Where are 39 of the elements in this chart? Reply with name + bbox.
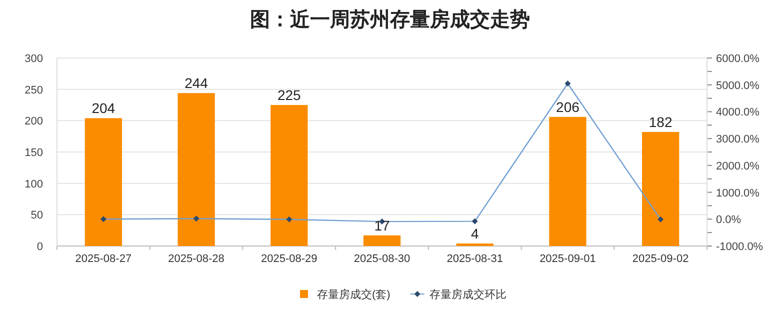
data-label: 204 — [92, 100, 116, 116]
bar — [270, 105, 308, 246]
legend-label: 存量房成交(套) — [317, 288, 390, 301]
x-tick-label: 2025-09-02 — [632, 253, 689, 265]
y-tick-label: 300 — [24, 53, 43, 65]
y-tick-label: 200 — [24, 116, 43, 128]
bar — [642, 132, 680, 246]
x-tick-label: 2025-08-29 — [261, 253, 318, 265]
bar — [178, 93, 215, 246]
y2-tick-label: -1000.0% — [716, 241, 764, 253]
data-label: 225 — [277, 87, 302, 103]
y-tick-label: 50 — [30, 210, 43, 222]
bar — [549, 116, 586, 246]
x-tick-label: 2025-08-31 — [446, 253, 503, 265]
x-tick-label: 2025-09-01 — [540, 253, 596, 265]
y2-tick-label: 4000.0% — [716, 106, 760, 119]
y-tick-label: 100 — [24, 178, 43, 190]
data-label: 182 — [648, 114, 672, 130]
y-tick-label: 150 — [24, 147, 43, 159]
y-tick-label: 0 — [36, 241, 43, 253]
y2-tick-label: 6000.0% — [716, 53, 760, 65]
x-tick-label: 2025-08-30 — [354, 253, 410, 265]
y-tick-label: 250 — [24, 84, 43, 96]
legend-label: 存量房成交环比 — [429, 288, 506, 301]
bar — [84, 118, 122, 246]
y2-tick-label: 0.0% — [716, 214, 742, 226]
data-label: 17 — [374, 217, 390, 234]
y2-tick-label: 1000.0% — [716, 187, 760, 200]
y2-tick-label: 3000.0% — [716, 134, 760, 146]
bar — [363, 235, 401, 246]
y2-tick-label: 2000.0% — [716, 160, 760, 172]
bar — [456, 243, 494, 246]
x-tick-label: 2025-08-27 — [75, 253, 132, 265]
data-label: 206 — [556, 98, 580, 115]
data-label: 244 — [184, 75, 208, 92]
chart-title: 图：近一周苏州存量房成交走势 — [250, 8, 530, 31]
y2-tick-label: 5000.0% — [716, 80, 760, 92]
data-label: 4 — [470, 225, 479, 242]
x-tick-label: 2025-08-28 — [168, 253, 224, 265]
